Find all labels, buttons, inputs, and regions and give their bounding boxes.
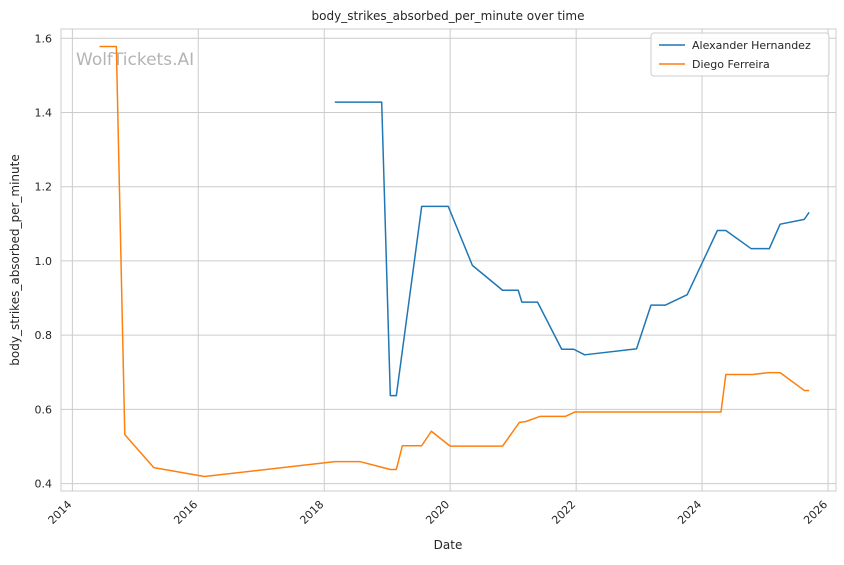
- legend: Alexander Hernandez Diego Ferreira: [650, 32, 830, 77]
- y-tick-label: 1.0: [35, 255, 53, 268]
- y-tick-label: 0.4: [35, 478, 53, 491]
- grid: [61, 29, 836, 491]
- y-tick-label: 0.8: [35, 329, 53, 342]
- plot-frame: [60, 28, 837, 492]
- x-axis-label: Date: [434, 538, 463, 552]
- plot-background: [61, 29, 836, 491]
- chart-title: body_strikes_absorbed_per_minute over ti…: [312, 9, 585, 23]
- series-line-diego-ferreira: [99, 45, 810, 478]
- y-tick-label: 1.4: [35, 106, 53, 119]
- series-line-alexander-hernandez: [334, 101, 810, 397]
- plot-area: WolfTickets.AI: [60, 28, 837, 492]
- watermark: WolfTickets.AI: [76, 50, 194, 70]
- series-layer: [99, 45, 810, 478]
- y-tick-label: 0.6: [35, 403, 53, 416]
- legend-label-alexander-hernandez: Alexander Hernandez: [692, 39, 811, 52]
- legend-box: [650, 32, 830, 77]
- legend-label-diego-ferreira: Diego Ferreira: [692, 58, 770, 71]
- y-tick-label: 1.2: [35, 181, 53, 194]
- y-axis-label: body_strikes_absorbed_per_minute: [8, 154, 22, 365]
- y-tick-label: 1.6: [35, 32, 53, 45]
